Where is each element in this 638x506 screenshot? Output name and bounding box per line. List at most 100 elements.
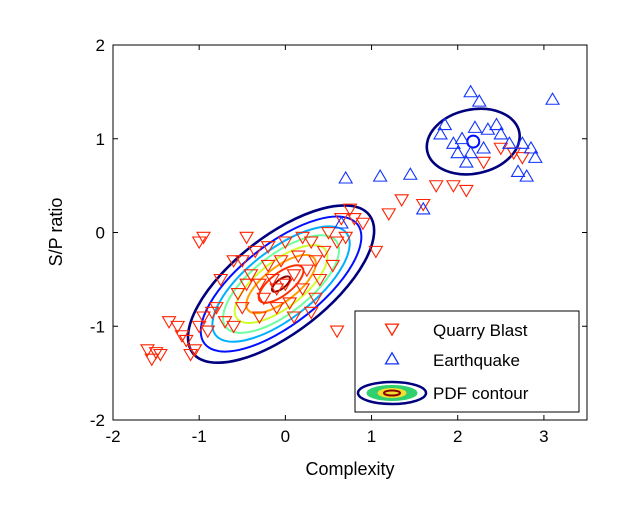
quarry-blast-pdf-contour: [199, 215, 363, 353]
earthquake-point: [545, 92, 560, 105]
quarry-blast-point: [200, 325, 216, 339]
quarry-blast-point: [338, 231, 354, 245]
earthquake-point: [476, 140, 492, 154]
quarry-blast-point: [428, 180, 444, 193]
legend-earthquake-marker: [384, 351, 400, 365]
earthquake-point: [402, 167, 418, 180]
quarry-blast-point: [252, 311, 267, 325]
quarry-blast-point: [286, 269, 302, 282]
quarry-blast-point: [234, 302, 250, 315]
quarry-blast-point: [269, 283, 285, 297]
quarry-blast-point: [333, 213, 349, 226]
quarry-blast-point: [239, 231, 255, 245]
quarry-blast-point: [252, 278, 267, 292]
x-tick-label: -1: [192, 427, 207, 446]
quarry-blast-point: [290, 250, 306, 264]
quarry-blast-pdf-contour: [233, 244, 329, 325]
earthquake-point: [463, 84, 479, 98]
quarry-blast-point: [208, 302, 224, 315]
y-tick-label: 1: [96, 130, 105, 149]
quarry-blast-point: [196, 231, 211, 245]
earthquake-pdf-contour: [425, 107, 521, 176]
quarry-blast-point: [445, 180, 461, 193]
earthquake-point: [458, 154, 474, 168]
earthquake-pdf-contour-inner: [466, 134, 481, 149]
quarry-blast-point: [226, 255, 242, 268]
quarry-blast-point: [329, 325, 345, 339]
earthquake-point: [333, 215, 349, 229]
earthquake-point: [523, 140, 539, 154]
quarry-blast-point: [415, 198, 431, 212]
earthquake-point: [489, 117, 504, 131]
earthquake-point: [454, 131, 470, 145]
earthquake-point: [437, 117, 453, 131]
quarry-blast-point: [346, 213, 362, 226]
legend-quarry-blast-label: Quarry Blast: [433, 321, 528, 340]
quarry-blast-point: [277, 236, 293, 250]
quarry-blast-point: [277, 278, 293, 292]
earthquake-point: [471, 93, 487, 107]
x-tick-label: 0: [281, 427, 290, 446]
earthquake-point: [510, 164, 526, 177]
y-axis-label: S/P ratio: [46, 198, 66, 267]
quarry-blast-point: [191, 320, 207, 334]
earthquake-point: [463, 145, 479, 159]
earthquake-point: [501, 136, 517, 149]
quarry-blast-point: [286, 311, 302, 325]
quarry-blast-point: [174, 330, 190, 343]
quarry-blast-point: [196, 311, 211, 325]
earthquake-point: [372, 168, 388, 182]
x-tick-label: 1: [367, 427, 376, 446]
y-tick-label: -1: [90, 317, 105, 336]
earthquake-point: [415, 201, 431, 215]
quarry-blast-point: [226, 320, 242, 334]
legend-pdf-contour-marker: [356, 380, 428, 406]
quarry-blast-point: [308, 292, 323, 306]
y-tick-label: 0: [96, 224, 105, 243]
earthquake-point: [450, 145, 466, 159]
legend-earthquake-label: Earthquake: [433, 351, 520, 370]
quarry-blast-point: [273, 255, 289, 268]
quarry-blast-point: [312, 273, 328, 287]
x-tick-label: 2: [453, 427, 462, 446]
y-tick-label: 2: [96, 36, 105, 55]
quarry-blast-point: [178, 334, 194, 348]
legend-quarry-blast-marker: [384, 323, 400, 337]
earthquake-point: [433, 126, 448, 140]
quarry-blast-point: [256, 292, 272, 306]
quarry-blast-point: [476, 156, 492, 170]
quarry-blast-point: [303, 236, 319, 250]
quarry-blast-point: [329, 236, 345, 250]
quarry-blast-point: [316, 245, 332, 259]
earthquake-point: [467, 120, 483, 133]
quarry-blast-point: [152, 348, 168, 362]
quarry-blast-point: [161, 316, 177, 329]
y-axis-ticks: -2 -1 0 1 2: [90, 36, 587, 430]
quarry-blast-point: [325, 259, 341, 273]
x-axis-ticks: -2 -1 0 1 2 3: [105, 45, 549, 446]
earthquake-point: [338, 170, 354, 184]
quarry-blast-point: [260, 259, 276, 273]
quarry-blast-point: [230, 288, 246, 301]
quarry-blast-point: [320, 227, 336, 240]
y-tick-label: -2: [90, 411, 105, 430]
quarry-blast-point: [381, 208, 397, 222]
earthquake-point: [493, 126, 509, 140]
quarry-blast-point: [458, 184, 474, 198]
x-tick-label: -2: [105, 427, 120, 446]
quarry-blast-point: [342, 203, 358, 217]
quarry-blast-point: [269, 302, 285, 315]
earthquake-point: [519, 168, 535, 182]
quarry-blast-point: [239, 278, 255, 292]
quarry-blast-point: [213, 273, 229, 287]
quarry-blast-point: [308, 255, 323, 268]
quarry-blast-point: [394, 194, 410, 207]
quarry-blast-point: [148, 347, 164, 360]
quarry-blast-point: [368, 245, 384, 259]
quarry-blast-point: [217, 316, 233, 329]
quarry-blast-point: [243, 269, 259, 282]
x-tick-label: 3: [539, 427, 548, 446]
legend: Quarry Blast Earthquake PDF contour: [354, 310, 580, 413]
quarry-blast-pdf-contour: [211, 225, 351, 343]
